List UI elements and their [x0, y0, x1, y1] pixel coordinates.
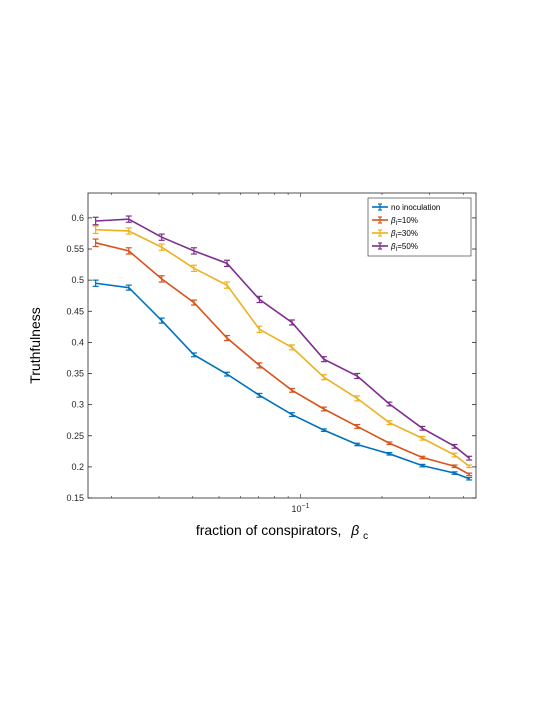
error-bar — [256, 295, 263, 304]
series-0 — [92, 279, 473, 481]
error-bar — [354, 442, 361, 447]
x-tick-label: 10−1 — [292, 503, 310, 514]
error-bar — [190, 264, 197, 273]
legend-label: βI=50% — [390, 242, 418, 253]
x-axis-label-text: fraction of conspirators, — [196, 522, 342, 538]
y-tick-label: 0.45 — [66, 306, 84, 316]
series-1 — [92, 238, 473, 477]
error-bar — [125, 247, 132, 255]
legend-label-suffix: =30% — [397, 229, 418, 238]
error-bar — [354, 423, 361, 429]
error-bar — [451, 452, 458, 458]
y-tick-label: 0.6 — [71, 213, 84, 223]
error-bar — [320, 356, 327, 363]
error-bar — [288, 412, 295, 418]
x-axis-label: fraction of conspirators, β c — [196, 522, 368, 542]
error-bar — [354, 395, 361, 402]
error-bar — [419, 455, 426, 460]
error-bar — [223, 334, 230, 342]
error-bar — [466, 464, 473, 469]
y-tick-label: 0.35 — [66, 369, 84, 379]
error-bar — [466, 476, 473, 481]
error-bar — [466, 455, 473, 461]
error-bar — [320, 374, 327, 381]
error-bar — [451, 443, 458, 449]
error-bar — [419, 463, 426, 468]
error-bar — [288, 319, 295, 326]
y-tick-label: 0.5 — [71, 275, 84, 285]
x-tick-base: 10 — [292, 504, 302, 514]
error-bar — [288, 387, 295, 393]
error-bar — [386, 451, 393, 456]
series-2 — [92, 225, 473, 469]
error-bar — [92, 225, 99, 235]
y-tick-label: 0.4 — [71, 337, 84, 347]
error-bar — [158, 275, 165, 283]
legend-item: βI=50% — [372, 242, 418, 253]
x-axis-label-symbol: β — [350, 522, 359, 538]
error-bar — [223, 259, 230, 268]
legend-label: no inoculation — [391, 203, 440, 212]
legend-label: βI=10% — [390, 216, 418, 227]
y-tick-label: 0.25 — [66, 431, 84, 441]
error-bar — [92, 238, 99, 248]
error-bar — [288, 344, 295, 351]
legend-label-suffix: =50% — [397, 242, 418, 251]
y-tick-label: 0.2 — [71, 462, 84, 472]
error-bar — [223, 281, 230, 289]
x-tick-exponent: −1 — [302, 503, 310, 510]
error-bar — [158, 243, 165, 251]
error-bar — [190, 299, 197, 306]
error-bar — [158, 233, 165, 241]
error-bar — [256, 325, 263, 334]
error-bar — [386, 401, 393, 407]
error-bar — [92, 216, 99, 226]
plot-area: 0.150.20.250.30.350.40.450.50.550.610−1 … — [66, 192, 477, 514]
series-3 — [92, 215, 473, 461]
error-bar — [125, 227, 132, 235]
error-bar — [256, 392, 263, 398]
error-bar — [125, 215, 132, 223]
legend-label: βI=30% — [390, 229, 418, 240]
y-tick-label: 0.55 — [66, 244, 84, 254]
error-bar — [256, 362, 263, 369]
error-bar — [451, 471, 458, 475]
legend-label-symbol: β — [390, 216, 396, 225]
error-bar — [419, 425, 426, 431]
error-bar — [125, 284, 132, 291]
error-bar — [386, 420, 393, 426]
axes-box — [87, 192, 477, 499]
legend-item: βI=10% — [372, 216, 418, 227]
legend-label-symbol: β — [390, 242, 396, 251]
error-bar — [451, 464, 458, 469]
axis-ticks: 0.15 0.2 0.25 0.3 0.35 0.4 0.45 0.5 0.55 0.6 10−1 — [66, 193, 476, 514]
x-axis-label-subscript: c — [363, 531, 368, 542]
legend-label-suffix: =10% — [397, 216, 418, 225]
error-bar — [158, 317, 165, 324]
y-tick-label: 0.3 — [71, 400, 84, 410]
legend-item: no inoculation — [372, 203, 440, 212]
error-bar — [354, 372, 361, 380]
error-bar — [466, 472, 473, 477]
y-tick-label: 0.15 — [66, 493, 84, 503]
legend-label-subscript: I — [396, 221, 398, 227]
y-axis-label: Truthfulness — [27, 307, 43, 384]
error-bar — [92, 279, 99, 287]
error-bar — [190, 352, 197, 358]
series-layer — [92, 215, 473, 481]
error-bar — [223, 371, 230, 377]
error-bar — [190, 247, 197, 255]
legend-label-subscript: I — [396, 247, 398, 253]
legend-item: βI=30% — [372, 229, 418, 240]
error-bar — [320, 428, 327, 432]
error-bar — [386, 441, 393, 446]
legend-label-subscript: I — [396, 234, 398, 240]
error-bar — [419, 435, 426, 441]
legend-label-symbol: β — [390, 229, 396, 238]
error-bar — [320, 406, 327, 412]
